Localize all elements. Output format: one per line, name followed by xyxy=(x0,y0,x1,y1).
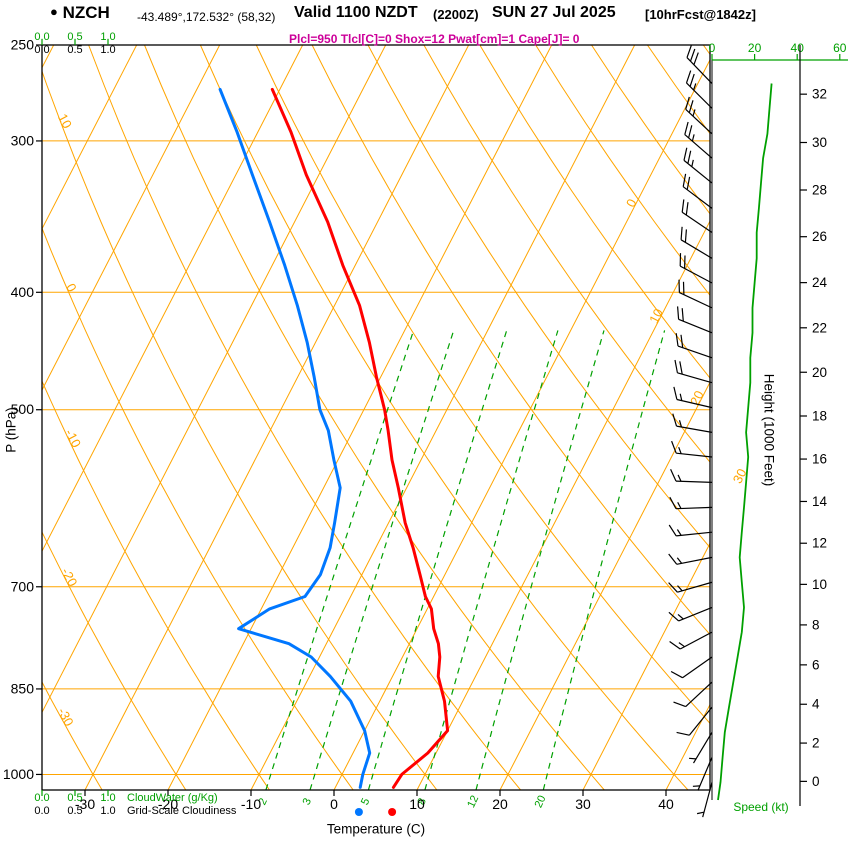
svg-text:8: 8 xyxy=(812,617,820,632)
svg-text:4: 4 xyxy=(812,697,820,712)
cloudiness-scale-top-1: 1.0 xyxy=(100,44,116,56)
svg-text:60: 60 xyxy=(833,41,847,55)
stability-params: Plcl=950 Tlcl[C]=0 Shox=12 Pwat[cm]=1 Ca… xyxy=(289,32,580,46)
svg-text:18: 18 xyxy=(812,408,827,423)
cloudwater-scale-top-0: 0.0 xyxy=(34,31,50,43)
svg-text:0: 0 xyxy=(330,796,338,812)
svg-text:40: 40 xyxy=(791,41,805,55)
svg-text:-20: -20 xyxy=(58,565,80,589)
svg-text:32: 32 xyxy=(812,87,827,102)
svg-text:850: 850 xyxy=(11,680,35,696)
station-name: NZCH xyxy=(62,3,110,22)
svg-text:-20: -20 xyxy=(158,796,178,812)
svg-text:20: 20 xyxy=(812,365,827,380)
svg-text:14: 14 xyxy=(812,494,828,509)
svg-text:5: 5 xyxy=(359,796,372,807)
cloudiness-scale-top-0: 0.0 xyxy=(34,44,50,56)
svg-text:20: 20 xyxy=(687,388,707,408)
svg-text:10: 10 xyxy=(409,796,425,812)
svg-text:0: 0 xyxy=(709,41,716,55)
station-bullet-icon: ● xyxy=(50,4,58,19)
svg-text:3: 3 xyxy=(301,796,314,807)
valid-date: SUN 27 Jul 2025 xyxy=(492,4,616,21)
svg-text:-30: -30 xyxy=(55,705,77,729)
height-axis-title: Height (1000 Feet) xyxy=(761,373,777,487)
svg-text:12: 12 xyxy=(812,536,827,551)
svg-text:-30: -30 xyxy=(75,796,95,812)
svg-text:40: 40 xyxy=(658,796,674,812)
valid-time: Valid 1100 NZDT xyxy=(294,4,418,21)
svg-text:6: 6 xyxy=(812,657,820,672)
svg-text:500: 500 xyxy=(11,401,35,417)
svg-text:20: 20 xyxy=(533,794,549,810)
svg-text:20: 20 xyxy=(748,41,762,55)
cloudiness-scale-bottom-05: 0.5 xyxy=(67,805,83,817)
svg-text:8: 8 xyxy=(415,796,428,807)
svg-text:20: 20 xyxy=(492,796,508,812)
temperature-axis-title: Temperature (C) xyxy=(326,821,426,837)
svg-text:-10: -10 xyxy=(241,796,261,812)
cloudwater-scale-bottom-1: 1.0 xyxy=(100,792,116,804)
pressure-axis-title: P (hPa) xyxy=(3,407,19,453)
cloudwater-scale-top-05: 0.5 xyxy=(67,31,83,43)
svg-text:10: 10 xyxy=(55,111,75,131)
svg-text:1000: 1000 xyxy=(3,766,34,782)
station-block: ● NZCH xyxy=(50,3,110,23)
cloudwater-scale-top-1: 1.0 xyxy=(100,31,116,43)
svg-text:250: 250 xyxy=(11,37,35,53)
cloudiness-scale-bottom-0: 0.0 xyxy=(34,805,50,817)
svg-text:400: 400 xyxy=(11,284,35,300)
svg-text:0: 0 xyxy=(812,774,820,789)
svg-text:30: 30 xyxy=(812,135,827,150)
cloudwater-scale-bottom-0: 0.0 xyxy=(34,792,50,804)
forecast-info: [10hrFcst@1842z] xyxy=(645,7,756,22)
svg-text:28: 28 xyxy=(812,183,827,198)
cloudiness-scale-bottom-1: 1.0 xyxy=(100,805,116,817)
svg-text:30: 30 xyxy=(730,466,750,486)
svg-text:10: 10 xyxy=(812,577,827,592)
svg-text:16: 16 xyxy=(812,452,827,467)
svg-text:10: 10 xyxy=(646,306,666,326)
svg-text:12: 12 xyxy=(465,794,481,810)
svg-text:30: 30 xyxy=(575,796,591,812)
svg-text:26: 26 xyxy=(812,229,827,244)
station-coords: -43.489°,172.532° (58,32) xyxy=(137,10,276,24)
cloudwater-scale-bottom-05: 0.5 xyxy=(67,792,83,804)
svg-text:2: 2 xyxy=(256,796,269,807)
cloudwater-axis-title: CloudWater (g/Kg) xyxy=(127,792,218,804)
speed-axis-title: Speed (kt) xyxy=(733,800,789,814)
cloudiness-scale-top-05: 0.5 xyxy=(67,44,83,56)
svg-text:22: 22 xyxy=(812,320,827,335)
svg-text:2: 2 xyxy=(812,736,820,751)
cloudiness-axis-title: Grid-Scale Cloudiness xyxy=(127,805,237,817)
valid-time-utc: (2200Z) xyxy=(433,7,479,22)
svg-text:24: 24 xyxy=(812,275,828,290)
svg-text:300: 300 xyxy=(11,132,35,148)
svg-text:-10: -10 xyxy=(62,426,84,450)
svg-text:700: 700 xyxy=(11,578,35,594)
